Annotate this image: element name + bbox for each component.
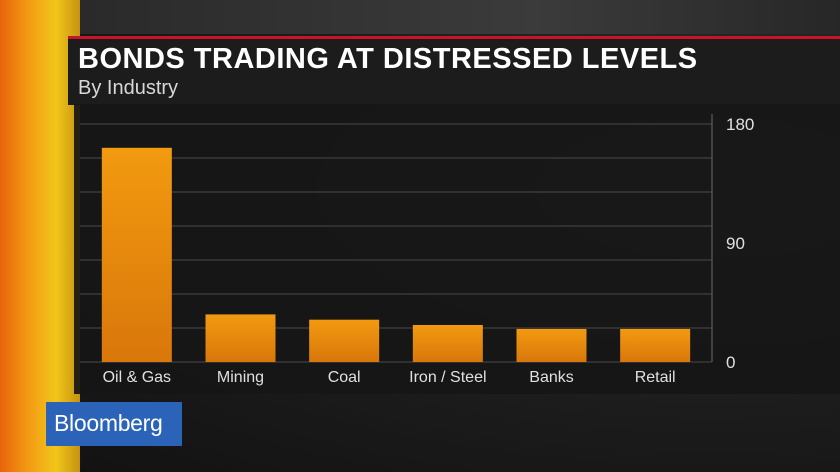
x-tick-label: Iron / Steel: [409, 369, 486, 386]
x-tick-label: Coal: [328, 369, 361, 386]
top-background-strip: [80, 0, 840, 34]
title-panel: BONDS TRADING AT DISTRESSED LEVELS By In…: [68, 36, 840, 105]
studio-light-strip: [0, 0, 80, 472]
x-tick-label: Banks: [529, 369, 573, 386]
y-tick-label: 90: [726, 234, 745, 253]
chart-subtitle: By Industry: [78, 77, 179, 99]
bar-mining: [205, 314, 276, 362]
x-tick-label: Oil & Gas: [103, 369, 171, 386]
bloomberg-logo-text: Bloomberg: [54, 410, 163, 436]
bar-banks: [516, 328, 587, 362]
y-tick-label: 180: [726, 115, 754, 134]
chart-panel: Oil & Gas Mining Coal Iron / Steel Banks Reta…: [74, 104, 840, 394]
bar-chart: Oil & Gas Mining Coal Iron / Steel Banks Reta…: [80, 114, 754, 386]
bar-coal: [309, 319, 380, 362]
bar-retail: [620, 328, 691, 362]
bar-oil-gas: [101, 147, 172, 362]
chart-title: BONDS TRADING AT DISTRESSED LEVELS: [78, 43, 698, 75]
x-tick-label: Mining: [217, 369, 264, 386]
bar-iron-steel: [412, 324, 483, 362]
y-tick-label: 0: [726, 353, 735, 372]
bloomberg-logo: Bloomberg: [46, 402, 182, 446]
x-tick-label: Retail: [635, 369, 676, 386]
